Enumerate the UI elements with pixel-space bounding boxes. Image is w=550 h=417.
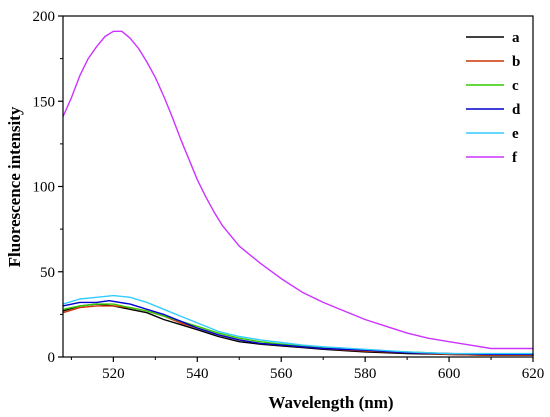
y-tick-label: 0: [48, 350, 56, 366]
series-line-e: [62, 294, 534, 355]
series-line-d: [62, 300, 534, 356]
legend-label-b: b: [512, 54, 520, 70]
y-axis-title: Fluorescence intensity: [5, 106, 24, 267]
y-tick-label: 100: [33, 180, 56, 196]
y-tick-label: 150: [33, 94, 56, 110]
y-tick-label: 50: [40, 265, 55, 281]
series-line-a: [62, 303, 534, 356]
x-tick-label: 560: [270, 366, 293, 382]
legend-label-a: a: [512, 30, 520, 46]
x-tick-label: 580: [354, 366, 377, 382]
series-line-f: [62, 30, 534, 350]
x-tick-label: 600: [438, 366, 461, 382]
legend-label-c: c: [512, 78, 519, 94]
x-tick-label: 620: [522, 366, 545, 382]
x-axis-title: Wavelength (nm): [268, 393, 393, 412]
x-tick-label: 520: [102, 366, 125, 382]
legend-label-f: f: [512, 150, 518, 166]
axes-layer: 520 540 560 580 600 620 0 50 100 150 200: [33, 9, 545, 382]
x-tick-label: 540: [186, 366, 209, 382]
y-tick-label: 200: [33, 9, 56, 25]
plot-layer: [62, 30, 534, 356]
legend-label-d: d: [512, 102, 521, 118]
legend-label-e: e: [512, 126, 519, 142]
